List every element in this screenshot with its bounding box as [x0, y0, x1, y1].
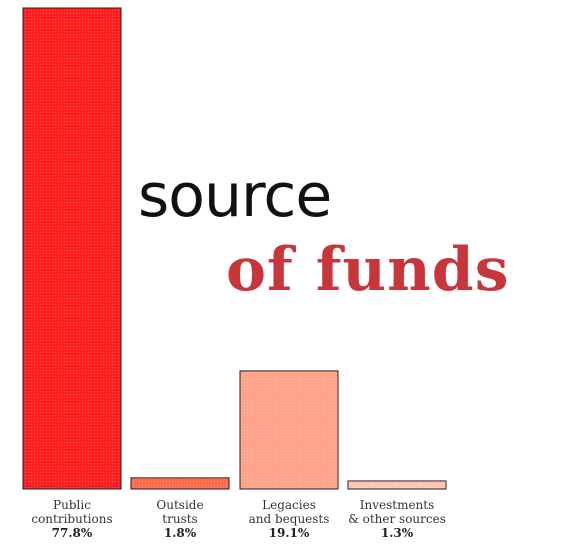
- category-label-line: contributions: [31, 512, 113, 526]
- category-label-line: & other sources: [348, 512, 446, 526]
- value-label-legacies-and-bequests: 19.1%: [268, 526, 310, 540]
- category-label-line: Investments: [359, 498, 435, 512]
- category-label-line: and bequests: [248, 512, 330, 526]
- category-label-investments-other-sources: Investments & other sources 1.3%: [342, 498, 452, 540]
- chart-title-line1: source: [138, 161, 332, 231]
- bar-texture-outside-trusts: [131, 477, 229, 489]
- chart-title-line2: of funds: [226, 235, 510, 305]
- category-label-line: Legacies: [262, 498, 316, 512]
- category-label-line: trusts: [162, 512, 198, 526]
- category-label-line: Outside: [156, 498, 204, 512]
- value-label-outside-trusts: 1.8%: [163, 526, 197, 540]
- bar-texture-investments-other-sources: [348, 480, 446, 489]
- value-label-public-contributions: 77.8%: [51, 526, 93, 540]
- category-label-public-contributions: Public contributions 77.8%: [17, 498, 127, 540]
- bar-texture-legacies-and-bequests: [240, 370, 338, 489]
- category-label-legacies-and-bequests: Legacies and bequests 19.1%: [234, 498, 344, 540]
- category-label-line: Public: [53, 498, 91, 512]
- bars-group: [22, 7, 447, 490]
- value-label-investments-other-sources: 1.3%: [380, 526, 414, 540]
- category-label-outside-trusts: Outside trusts 1.8%: [125, 498, 235, 540]
- bar-texture-public-contributions: [23, 8, 121, 489]
